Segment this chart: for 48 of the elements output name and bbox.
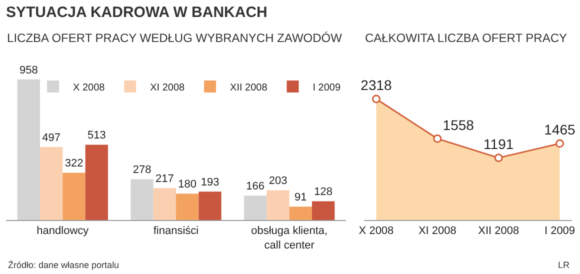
- x-tick-label: XII 2008: [478, 225, 520, 238]
- text: Źródło: dane własne portalu: [8, 260, 120, 270]
- x-tick-label: obsługa klienta, call center: [251, 225, 328, 252]
- data-label: 278: [132, 164, 152, 176]
- legend-label: XI 2008: [150, 82, 186, 94]
- bar: [176, 194, 199, 220]
- legend-label: I 2009: [312, 82, 341, 94]
- bar: [62, 172, 86, 220]
- chart-title: SYTUACJA KADROWA W BANKACH: [6, 4, 268, 21]
- chart-title: CAŁKOWITA LICZBA OFERT PRACY: [364, 30, 568, 45]
- point: [372, 94, 380, 104]
- text: LR: [558, 260, 570, 270]
- x-tick-label: finansiści: [153, 225, 199, 238]
- bar: [153, 188, 176, 220]
- data-label: 91: [294, 192, 307, 204]
- data-label: 128: [314, 186, 333, 198]
- x-tick-label: I 2009: [544, 225, 576, 238]
- x-tick-label: X 2008: [358, 225, 394, 238]
- bar: [266, 190, 290, 220]
- data-label: 203: [268, 175, 288, 188]
- bar: [130, 179, 154, 220]
- data-label: 193: [200, 176, 220, 189]
- x-tick-label: XI 2008: [418, 225, 456, 238]
- data-label: 497: [42, 132, 61, 144]
- point: [433, 134, 442, 143]
- data-label: 2318: [360, 77, 392, 94]
- bar: [244, 196, 267, 220]
- bar: [17, 79, 40, 220]
- chart-subtitle: LICZBA OFERT PRACY WEDŁUG WYBRANYCH ZAWODÓW: [7, 30, 343, 45]
- bar: [198, 192, 222, 220]
- data-label: 180: [178, 178, 197, 191]
- bar: [289, 206, 312, 220]
- data-label: 217: [155, 173, 174, 186]
- bar: [312, 201, 335, 220]
- bar: [85, 144, 108, 220]
- data-label: 322: [64, 158, 84, 170]
- data-label: 1191: [484, 136, 514, 152]
- data-label: 1558: [442, 116, 474, 133]
- legend-label: XII 2008: [230, 82, 268, 94]
- point: [556, 139, 564, 148]
- x-tick-label: handlowcy: [36, 225, 90, 238]
- data-label: 958: [19, 64, 38, 76]
- bar: [40, 147, 63, 220]
- data-label: 166: [246, 180, 265, 193]
- data-label: 1465: [544, 122, 576, 138]
- legend-label: X 2008: [73, 82, 106, 94]
- data-label: 513: [87, 130, 106, 142]
- point: [494, 154, 503, 162]
